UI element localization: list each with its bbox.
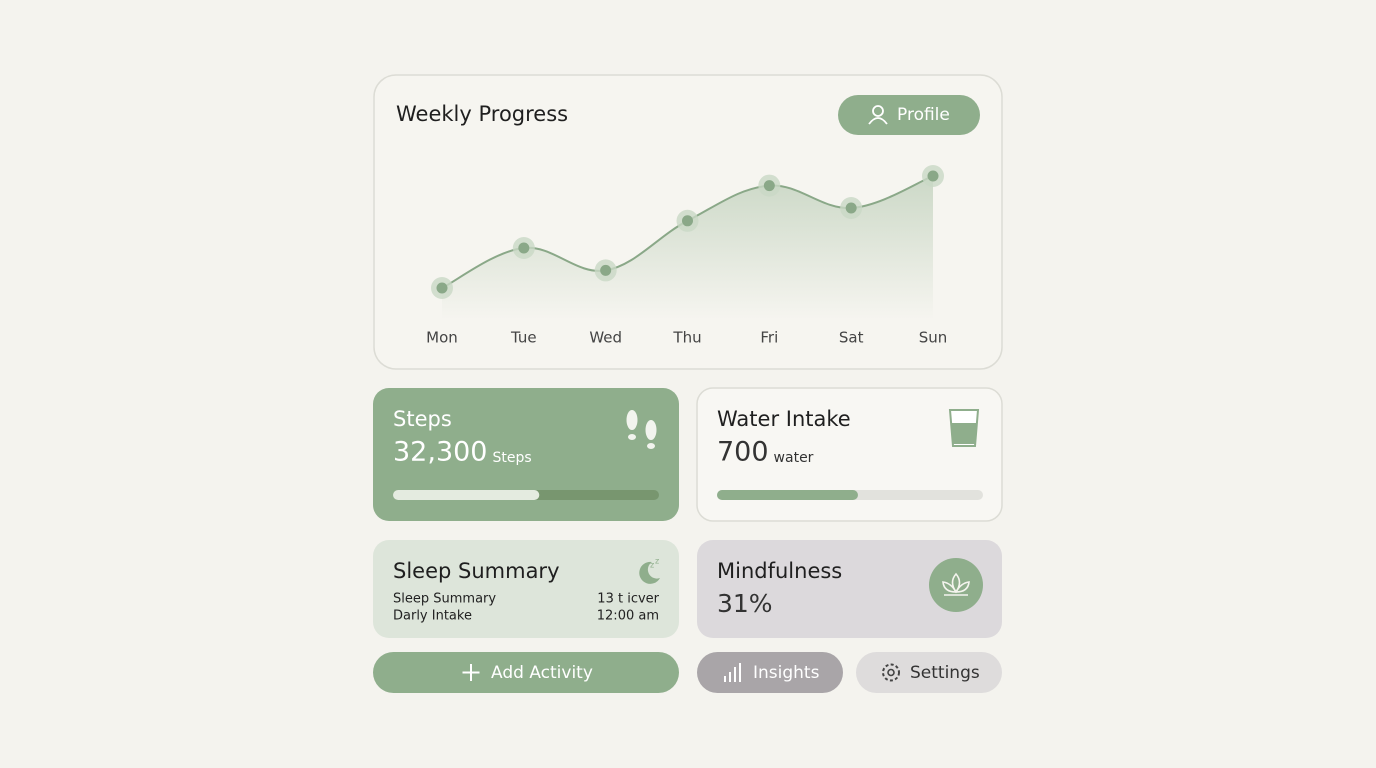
button-label[interactable]: Insights — [753, 663, 820, 683]
point — [682, 215, 693, 227]
point — [845, 202, 857, 214]
profile-button[interactable]: Profile — [838, 95, 980, 135]
add-activity-button[interactable]: Add Activity — [373, 652, 679, 693]
glass-water — [951, 423, 977, 444]
point — [518, 242, 530, 254]
zz-icon: z — [655, 557, 659, 566]
plus-icon — [462, 664, 480, 681]
button-bg[interactable] — [697, 652, 843, 693]
zz-icon: z — [650, 561, 654, 570]
button-bg[interactable] — [373, 652, 679, 693]
sleep-row-label: Darly Intake — [393, 609, 472, 624]
moon-icon — [639, 561, 660, 584]
bars-icon — [724, 663, 741, 682]
x-tick-label: Wed — [589, 329, 622, 347]
profile-icon — [868, 117, 888, 125]
mindfulness-card — [697, 540, 1002, 638]
sleep-card — [373, 540, 679, 638]
settings-button[interactable]: Settings — [856, 652, 1002, 693]
card-title: Steps — [393, 407, 452, 431]
insights-button[interactable]: Insights — [697, 652, 843, 693]
card-title: Sleep Summary — [393, 559, 560, 583]
footprint — [628, 434, 636, 440]
button-bg[interactable] — [856, 652, 1002, 693]
lotus-icon-bg — [929, 558, 983, 612]
chart-title: Weekly Progress — [396, 102, 568, 126]
point — [436, 282, 448, 294]
petal — [942, 581, 957, 593]
x-tick-label: Thu — [672, 329, 701, 347]
point — [600, 264, 612, 276]
footprint — [626, 410, 638, 430]
card-unit: Steps — [492, 450, 531, 466]
water-card — [696, 387, 1003, 522]
progress-fill — [393, 490, 540, 500]
footprint-icon — [626, 410, 657, 449]
footprint — [647, 443, 655, 449]
sleep-row-value: 12:00 am — [597, 609, 659, 624]
petal — [955, 581, 970, 593]
card-value: 31% — [717, 589, 773, 618]
button-label[interactable]: Settings — [910, 663, 980, 683]
sleep-row-value: 13 t icver — [597, 592, 659, 607]
gear-icon — [887, 668, 895, 677]
x-tick-label: Fri — [760, 329, 778, 347]
card-value: 700 — [717, 437, 769, 468]
profile-label[interactable]: Profile — [897, 105, 950, 125]
progress-fill — [717, 490, 858, 500]
point — [927, 170, 939, 182]
area — [442, 176, 933, 320]
gear-icon — [882, 663, 900, 682]
steps-card — [373, 388, 679, 521]
lotus-icon — [942, 572, 970, 596]
button-label[interactable]: Add Activity — [491, 663, 593, 683]
card-unit: water — [774, 450, 814, 466]
profile-button-bg[interactable] — [838, 95, 980, 135]
card-value: 32,300 — [393, 437, 487, 468]
point — [763, 180, 775, 192]
card-title: Mindfulness — [717, 559, 842, 583]
x-tick-label: Mon — [426, 329, 458, 347]
profile-icon — [872, 105, 884, 117]
x-tick-label: Sun — [919, 329, 948, 347]
footprint — [645, 420, 657, 440]
line-chart: Mon Tue Wed Thu Fri Sat Sun — [426, 165, 947, 347]
card-title: Water Intake — [717, 407, 851, 431]
x-tick-label: Tue — [510, 329, 537, 347]
x-tick-label: Sat — [839, 329, 864, 347]
sleep-row-label: Sleep Summary — [393, 592, 496, 607]
